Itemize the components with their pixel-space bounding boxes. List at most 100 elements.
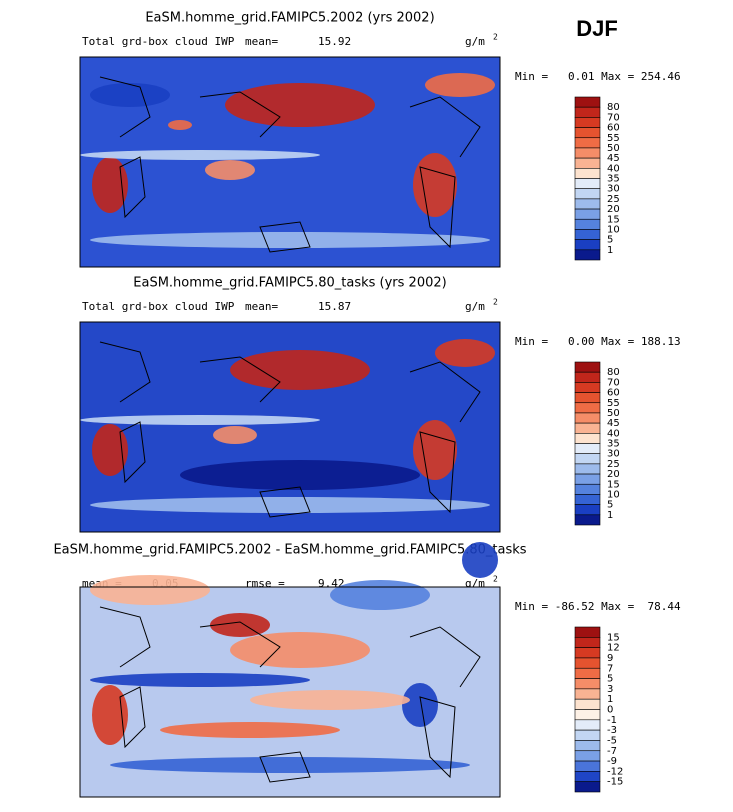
field-pattern: [230, 632, 370, 668]
field-pattern: [402, 683, 438, 727]
field-pattern: [425, 73, 495, 97]
map: [79, 321, 501, 533]
field-pattern: [330, 580, 430, 610]
colorbar-label: -1: [607, 715, 617, 726]
colorbar-swatch: [574, 698, 601, 710]
colorbar-swatch: [574, 473, 601, 485]
colorbar-swatch: [574, 443, 601, 454]
colorbar-swatch: [574, 514, 601, 526]
colorbar-label: 80: [607, 102, 620, 113]
colorbar-swatch: [574, 750, 601, 762]
colorbar-swatch: [574, 106, 601, 118]
colorbar-swatch: [574, 147, 601, 159]
stat-value: 15.92: [318, 35, 351, 48]
colorbar-swatch: [574, 137, 601, 149]
field-pattern: [413, 420, 457, 480]
colorbar-swatch: [574, 760, 601, 772]
field-pattern: [435, 339, 495, 367]
colorbar-swatch: [574, 740, 601, 752]
field-pattern: [160, 722, 340, 738]
colorbar-swatch: [574, 463, 601, 475]
colorbar-label: 12: [607, 643, 620, 654]
field-pattern: [90, 83, 170, 107]
colorbar-label: -15: [607, 777, 623, 788]
colorbar-label: 70: [607, 377, 620, 388]
colorbar-label: 60: [607, 388, 620, 399]
field-pattern: [110, 757, 470, 773]
field-pattern: [90, 575, 210, 605]
map: [79, 56, 501, 268]
colorbar-label: 45: [607, 153, 620, 164]
units: g/m: [465, 35, 485, 48]
colorbar-swatch: [574, 249, 601, 261]
colorbar-label: 20: [607, 469, 620, 480]
colorbar-label: 5: [607, 674, 613, 685]
colorbar-swatch: [574, 771, 601, 782]
colorbar-swatch: [574, 453, 601, 465]
colorbar-label: 55: [607, 133, 620, 144]
colorbar-label: 9: [607, 653, 613, 664]
colorbar-swatch: [574, 719, 601, 731]
units-exponent: 2: [493, 575, 498, 584]
map-frame: [79, 56, 501, 268]
colorbar-label: 10: [607, 489, 620, 500]
colorbar-swatch: [574, 188, 601, 200]
colorbar-label: -7: [607, 746, 617, 757]
colorbar-swatch: [574, 504, 601, 516]
units-exponent: 2: [493, 298, 498, 307]
colorbar-swatch: [574, 412, 601, 424]
colorbar-swatch: [574, 402, 601, 414]
variable-name: Total grd-box cloud IWP: [82, 300, 235, 313]
colorbar-label: 50: [607, 143, 620, 154]
colorbar-swatch: [574, 229, 601, 240]
coastline: [99, 606, 481, 783]
min-max: Min = 0.01 Max = 254.46: [515, 70, 681, 83]
colorbar-swatch: [574, 667, 601, 679]
colorbar-label: 40: [607, 163, 620, 174]
colorbar-swatch: [574, 178, 601, 189]
colorbar-swatch: [574, 371, 601, 383]
colorbar-label: 25: [607, 459, 620, 470]
season-label: DJF: [576, 16, 618, 41]
map: [79, 542, 501, 798]
units-exponent: 2: [493, 33, 498, 42]
colorbar-swatch: [574, 198, 601, 210]
stat-value: 15.87: [318, 300, 351, 313]
colorbar-label: 35: [607, 174, 620, 185]
colorbar-swatch: [574, 157, 601, 169]
colorbar-label: 0: [607, 705, 613, 716]
field-pattern: [90, 232, 490, 248]
colorbar-swatch: [574, 494, 601, 505]
colorbar-label: 30: [607, 449, 620, 460]
panel-title: EaSM.homme_grid.FAMIPC5.80_tasks (yrs 20…: [133, 276, 446, 291]
colorbar-swatch: [574, 382, 601, 393]
colorbar-swatch: [574, 433, 601, 444]
colorbar-swatch: [574, 117, 601, 128]
units: g/m: [465, 300, 485, 313]
field-pattern: [92, 424, 128, 476]
colorbar-label: 15: [607, 479, 620, 490]
coastline: [99, 76, 481, 253]
colorbar-label: -9: [607, 756, 617, 767]
panel-title: EaSM.homme_grid.FAMIPC5.2002 (yrs 2002): [145, 11, 434, 26]
colorbar-swatch: [574, 239, 601, 251]
colorbar-swatch: [574, 781, 601, 793]
coastline: [99, 341, 481, 518]
colorbar-label: 15: [607, 632, 620, 643]
field-pattern: [80, 415, 320, 425]
colorbar-label: -12: [607, 766, 623, 777]
colorbar-swatch: [574, 647, 601, 659]
field-pattern: [213, 426, 257, 444]
field-pattern: [462, 542, 498, 578]
colorbar-label: 7: [607, 663, 613, 674]
colorbar-label: 55: [607, 398, 620, 409]
colorbar-swatch: [574, 709, 601, 721]
colorbar-label: 1: [607, 245, 613, 256]
colorbar-label: 25: [607, 194, 620, 205]
panel-title: EaSM.homme_grid.FAMIPC5.2002 - EaSM.homm…: [53, 543, 526, 558]
min-max: Min = 0.00 Max = 188.13: [515, 335, 681, 348]
stat-label: mean=: [245, 300, 278, 313]
colorbar-swatch: [574, 626, 601, 638]
field-pattern: [92, 685, 128, 745]
field-pattern: [180, 460, 420, 490]
